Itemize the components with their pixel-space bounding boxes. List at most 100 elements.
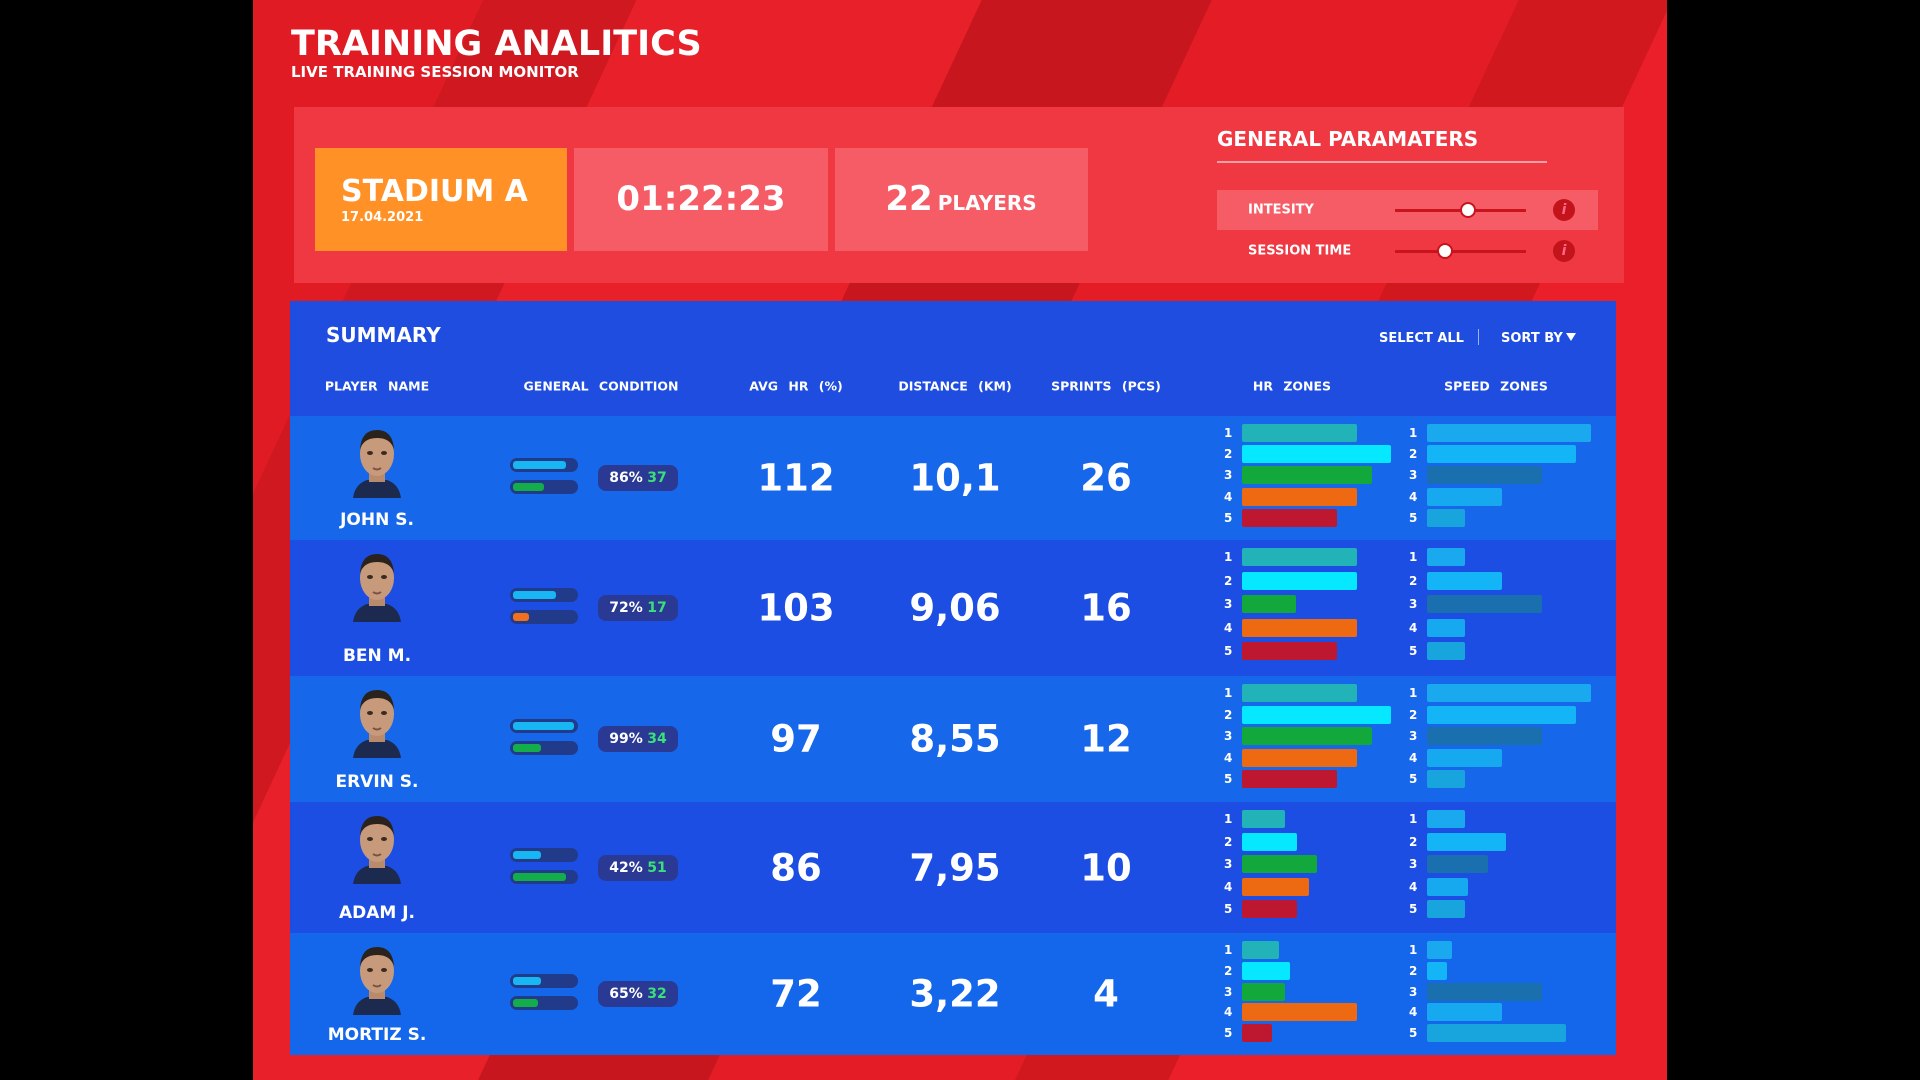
hr-zone-label: 2 <box>1224 963 1233 978</box>
distance: 10,1 <box>909 456 1001 500</box>
hr-zone-bar <box>1242 877 1310 896</box>
condition-bar <box>513 744 541 752</box>
params-underline <box>1217 161 1547 163</box>
hr-zone-label: 5 <box>1224 902 1233 917</box>
speed-zone-label: 1 <box>1409 686 1418 700</box>
hr-zone-bar <box>1242 832 1298 851</box>
avg-hr: 103 <box>757 586 835 630</box>
separator <box>1478 329 1479 345</box>
speed-zone-label: 2 <box>1409 963 1418 978</box>
hr-zone-bar <box>1242 961 1290 980</box>
speed-zone-label: 3 <box>1409 468 1418 483</box>
hr-zone-label: 3 <box>1224 468 1233 483</box>
condition-delta: 17 <box>647 600 667 616</box>
speed-zone-label: 4 <box>1409 620 1418 635</box>
speed-zone-label: 3 <box>1409 857 1418 872</box>
player-row[interactable]: BEN M. 72% 17 103 9,06 16 1 2 3 4 5 1 2 3 4 5 <box>290 540 1616 676</box>
player-row[interactable]: JOHN S. 86% 37 112 10,1 26 1 2 3 4 5 1 2 3 4 5 <box>290 416 1616 540</box>
speed-zone-bar <box>1427 508 1465 527</box>
speed-zone-bar <box>1427 618 1465 637</box>
speed-zone-bar <box>1427 595 1542 614</box>
hr-zone-label: 4 <box>1224 620 1233 635</box>
condition-pill: 99% 34 <box>598 726 678 752</box>
hr-zone-bar <box>1242 618 1357 637</box>
avg-hr: 97 <box>770 717 822 761</box>
info-icon[interactable]: i <box>1553 199 1575 221</box>
player-row[interactable]: ADAM J. 42% 51 86 7,95 10 1 2 3 4 5 1 2 3 4 5 <box>290 802 1616 933</box>
hr-zone-label: 3 <box>1224 984 1233 999</box>
hr-zone-bar <box>1242 1024 1272 1043</box>
condition-delta: 34 <box>647 731 667 747</box>
hr-zone-label: 4 <box>1224 489 1233 504</box>
condition-track <box>510 974 578 988</box>
hr-zone-bar <box>1242 445 1391 464</box>
column-header: SPEED ZONES <box>1444 378 1548 394</box>
hr-zone-label: 3 <box>1224 597 1233 612</box>
players-label: PLAYERS <box>937 191 1037 215</box>
speed-zone-bar <box>1427 548 1465 566</box>
player-photo <box>347 424 407 498</box>
condition-bar <box>513 872 566 881</box>
subtitle: LIVE TRAINING SESSION MONITOR <box>291 63 579 81</box>
player-name: JOHN S. <box>340 510 414 530</box>
distance: 3,22 <box>909 972 1001 1016</box>
speed-zone-bar <box>1427 770 1465 789</box>
condition-bar <box>513 999 538 1007</box>
speed-zone-label: 2 <box>1409 447 1418 462</box>
player-name: ADAM J. <box>338 903 416 923</box>
players-count: 22 <box>885 179 933 219</box>
hr-zone-bar <box>1242 748 1357 767</box>
param-label: SESSION TIME <box>1248 243 1352 259</box>
hr-zone-bar <box>1242 855 1317 874</box>
condition-track <box>510 847 578 862</box>
player-row[interactable]: ERVIN S. 99% 34 97 8,55 12 1 2 3 4 5 1 2 3 4 5 <box>290 676 1616 802</box>
hr-zone-label: 1 <box>1224 686 1233 700</box>
speed-zone-label: 3 <box>1409 597 1418 612</box>
speed-zone-label: 1 <box>1409 943 1418 957</box>
hr-zone-label: 2 <box>1224 834 1233 849</box>
player-name: MORTIZ S. <box>327 1025 427 1045</box>
condition-pill: 86% 37 <box>598 465 678 491</box>
speed-zone-bar <box>1427 571 1503 590</box>
hr-zone-bar <box>1242 508 1338 527</box>
speed-zone-bar <box>1427 424 1591 442</box>
condition-track <box>510 741 578 755</box>
hr-zone-bar <box>1242 770 1338 789</box>
sort-arrow[interactable] <box>1566 333 1576 342</box>
hr-zone-label: 5 <box>1224 510 1233 525</box>
condition-bar <box>513 977 541 985</box>
sprints: 16 <box>1080 586 1132 630</box>
speed-zone-bar <box>1427 1003 1503 1022</box>
condition-pill: 72% 17 <box>598 595 678 621</box>
hr-zone-bar <box>1242 810 1286 828</box>
condition-bar <box>513 613 529 621</box>
info-icon[interactable]: i <box>1553 240 1575 262</box>
players-card: 22 PLAYERS <box>835 148 1088 251</box>
speed-zone-label: 2 <box>1409 707 1418 722</box>
avg-hr: 72 <box>770 972 822 1016</box>
condition-track <box>510 480 578 494</box>
sort-by[interactable]: SORT BY <box>1501 331 1563 346</box>
hr-zone-bar <box>1242 487 1357 506</box>
distance: 9,06 <box>909 586 1001 630</box>
column-header: PLAYER NAME <box>324 378 430 394</box>
hr-zone-label: 5 <box>1224 772 1233 787</box>
hr-zone-label: 1 <box>1224 812 1233 826</box>
speed-zone-bar <box>1427 982 1542 1001</box>
speed-zone-label: 4 <box>1409 750 1418 765</box>
speed-zone-bar <box>1427 877 1468 896</box>
speed-zone-label: 1 <box>1409 550 1418 564</box>
player-row[interactable]: MORTIZ S. 65% 32 72 3,22 4 1 2 3 4 5 1 2 3 4 5 <box>290 933 1616 1055</box>
slider-knob[interactable] <box>1460 202 1477 218</box>
condition: 99% <box>609 731 643 747</box>
slider-knob[interactable] <box>1436 243 1453 259</box>
speed-zone-label: 1 <box>1409 426 1418 440</box>
select-all[interactable]: SELECT ALL <box>1379 331 1464 346</box>
condition: 86% <box>609 470 643 486</box>
duration-card: 01:22:23 <box>574 148 828 251</box>
hr-zone-label: 4 <box>1224 1005 1233 1020</box>
hr-zone-label: 4 <box>1224 750 1233 765</box>
duration: 01:22:23 <box>616 179 786 219</box>
condition-track <box>510 869 578 884</box>
hr-zone-label: 1 <box>1224 426 1233 440</box>
